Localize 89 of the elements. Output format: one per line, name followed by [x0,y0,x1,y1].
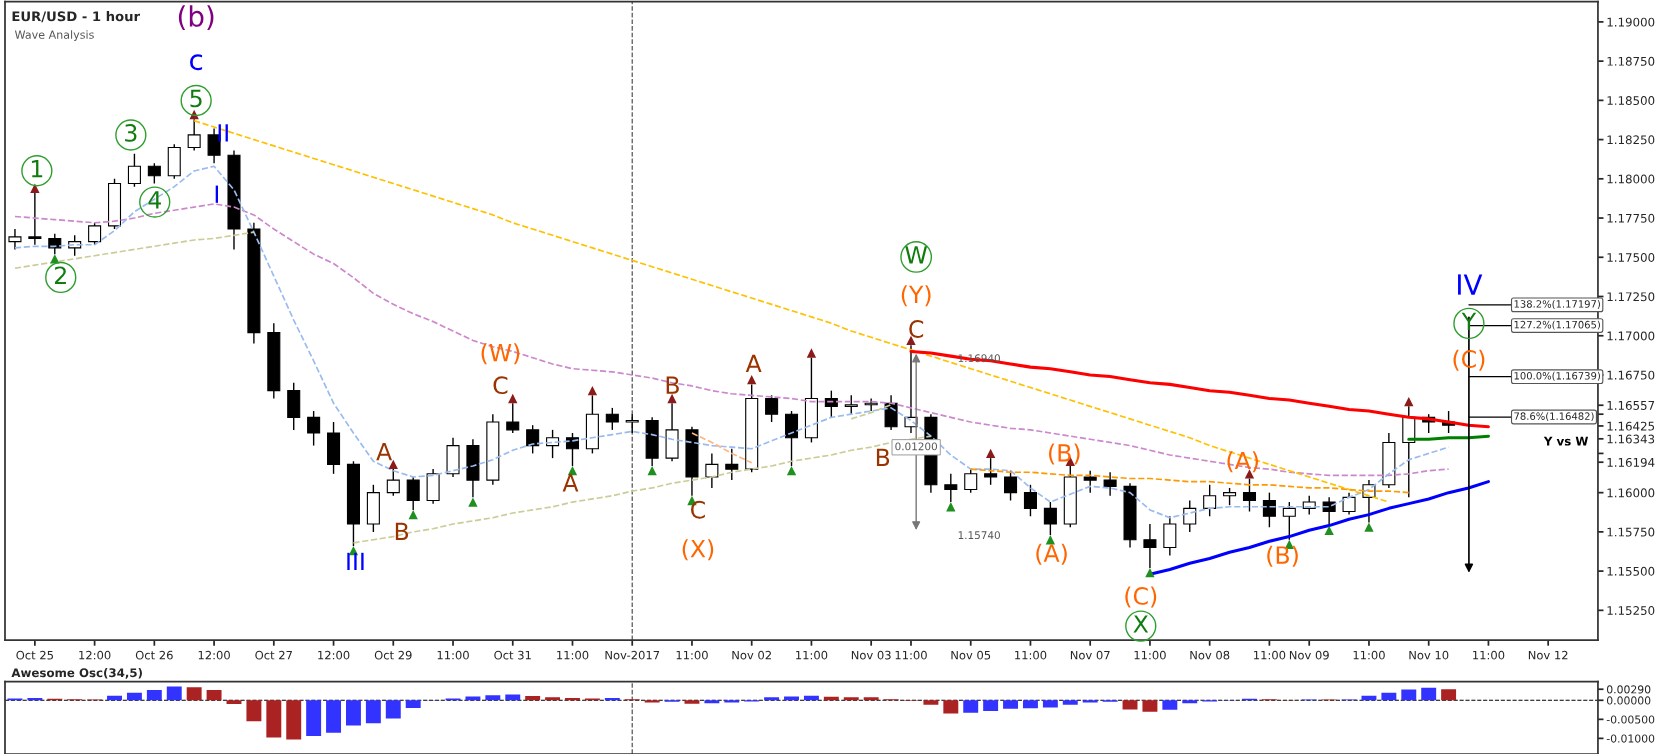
annotation: 1.15740 [958,531,1000,540]
annotation: (X) [682,539,714,561]
annotation: (W) [481,343,520,365]
annotation: 2 [54,266,66,284]
x-tick-label: Nov 02 [732,650,771,660]
annotation: 3 [125,123,137,142]
x-tick-label: 11:00 [1353,650,1385,660]
y-tick-label: 1.17250 [1607,292,1655,302]
x-tick-label: 11:00 [557,650,589,660]
text: Wave Analysis [14,30,94,41]
chart-title: Awesome Osc(34,5) [11,668,142,679]
annotation: (A) [1227,451,1258,473]
x-tick-label: 11:00 [1015,650,1047,660]
ref-line-label: 138.2%(1.17197) [1514,299,1600,309]
x-tick-label: Nov-2017 [605,650,660,660]
annotation: (Y) [901,285,931,307]
annotation: (B) [1267,545,1298,567]
x-tick-label: 11:00 [1254,650,1286,660]
annotation: C [909,320,924,338]
x-tick-label: 11:00 [796,650,828,660]
y-tick-label: 1.16000 [1607,488,1655,498]
y-tick-label: -0.01000 [1606,734,1655,743]
annotation: 1.16940 [958,354,1000,363]
x-tick-label: Oct 27 [255,650,292,660]
y-tick-label: 1.15250 [1607,606,1655,615]
text: EUR/USD - 1 hour [12,11,141,23]
annotation: (B) [1049,443,1080,465]
x-tick-label: Oct 26 [135,650,173,660]
x-tick-label: Oct 25 [16,650,53,660]
x-tick-label: 11:00 [895,650,927,660]
annotation: I [215,185,219,203]
x-tick-label: Nov 12 [1528,650,1568,660]
y-tick-label: 1.18250 [1607,135,1655,145]
annotation: W [905,246,928,264]
annotation: A [562,474,579,492]
y-tick-label: 1.17750 [1607,213,1655,223]
y-tick-label: 1.15500 [1607,566,1655,576]
annotation: (A) [1036,543,1067,565]
x-tick-label: 12:00 [79,650,111,660]
y-tick-label: 0.00290 [1606,685,1651,694]
x-tick-label: Nov 10 [1409,650,1449,660]
y-tick-label: 1.18500 [1607,96,1655,106]
y-tick-label: 1.18750 [1607,56,1655,66]
x-tick-label: 11:00 [437,650,469,660]
annotation: B [876,448,890,466]
annotation: 0.01200 [895,442,938,451]
x-tick-label: Nov 03 [851,650,891,660]
x-tick-label: 11:00 [676,650,708,660]
x-tick-label: 12:00 [318,650,350,660]
x-tick-label: Nov 07 [1070,650,1110,660]
y-tick-label: 1.16425 [1607,421,1655,431]
y-tick-label: 0.00000 [1606,696,1651,705]
x-tick-label: Nov 09 [1289,650,1329,660]
annotation: X [1133,615,1149,633]
annotation: A [745,354,762,373]
x-tick-label: 12:00 [198,650,230,660]
x-tick-label: Oct 31 [494,650,531,660]
annotation: III [347,552,364,571]
x-tick-label: Oct 29 [374,650,412,660]
y-tick-label: 1.17500 [1607,253,1655,262]
annotation: C [691,500,705,519]
annotation: B [666,376,679,394]
y-tick-label: 1.16194 [1607,457,1655,467]
x-tick-label: Nov 08 [1190,650,1230,660]
annotation: (b) [178,5,214,31]
y-tick-label: -0.00500 [1606,715,1655,724]
y-tick-label: 1.16750 [1607,370,1655,380]
y-tick-label: 1.18000 [1607,174,1655,184]
x-tick-label: 11:00 [1134,650,1166,660]
ref-line-label: 100.0%(1.16739) [1514,371,1600,381]
y-tick-label: 1.19000 [1607,17,1655,27]
ref-line-label: 127.2%(1.17065) [1514,320,1600,330]
x-tick-label: Nov 05 [951,650,991,660]
y-tick-label: 1.15750 [1607,527,1655,537]
annotation: IV [1458,274,1483,295]
annotation: Y vs W [1543,436,1589,446]
y-tick-label: 1.16343 [1607,434,1655,444]
annotation: 4 [148,191,161,209]
annotation: C [493,376,508,395]
y-tick-label: 1.17000 [1607,331,1655,341]
ref-line-label: 78.6%(1.16482) [1514,412,1594,422]
annotation: 1 [31,160,43,178]
y-tick-label: 1.16557 [1607,400,1655,410]
annotation: 5 [190,89,202,108]
annotation: A [376,442,392,461]
annotation: B [395,522,409,541]
annotation: (C) [1125,586,1157,608]
annotation: c [190,54,203,71]
x-tick-label: 11:00 [1473,650,1505,660]
